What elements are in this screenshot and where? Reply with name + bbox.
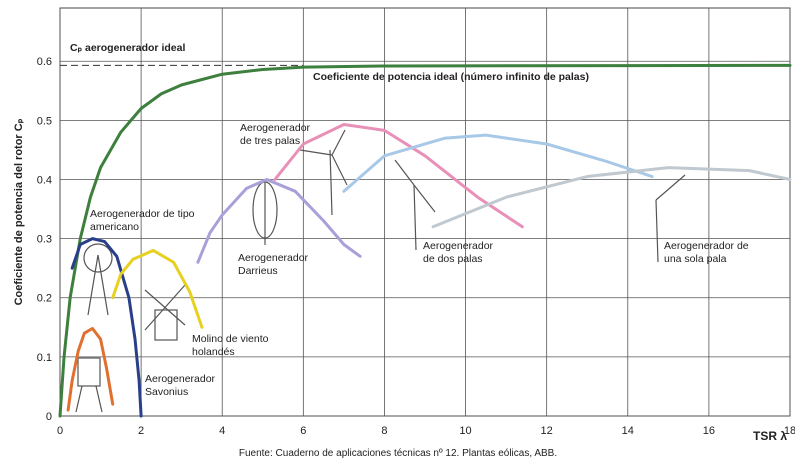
series-line — [70, 237, 143, 418]
series-label: Aerogenerador Darrieus — [238, 252, 309, 277]
x-tick-label: 12 — [541, 425, 553, 437]
series-line — [342, 133, 654, 193]
x-tick-label: 16 — [703, 425, 715, 437]
series-line — [111, 248, 204, 329]
series-line — [273, 122, 524, 229]
series-label: Coeficiente de potencia ideal (número in… — [313, 71, 589, 83]
y-tick-label: 0 — [46, 411, 52, 423]
series-label: Aerogenerador de dos palas — [423, 240, 494, 265]
series-line — [66, 326, 115, 412]
y-tick-label: 0.2 — [37, 293, 52, 305]
x-axis-label: TSR λ — [753, 429, 787, 443]
y-axis-label: Coeficiente de potencia del rotor Cₚ — [13, 118, 25, 305]
source: Fuente: Cuaderno de aplicaciones técnica… — [239, 448, 557, 459]
x-tick-label: 2 — [138, 425, 144, 437]
y-tick-label: 0.3 — [37, 234, 52, 246]
x-tick-label: 14 — [622, 425, 634, 437]
x-tick-label: 6 — [300, 425, 306, 437]
series-label: Aerogenerador Savonius — [145, 373, 216, 398]
series-line — [58, 63, 792, 418]
series-line — [431, 166, 792, 229]
x-tick-label: 4 — [219, 425, 225, 437]
x-tick-label: 8 — [381, 425, 387, 437]
x-tick-label: 18 — [784, 425, 795, 437]
series-line — [196, 177, 362, 264]
series-label: Aerogenerador de tipo americano — [90, 208, 195, 233]
x-tick-label: 0 — [57, 425, 63, 437]
x-tick-label: 10 — [459, 425, 471, 437]
series-label: Aerogenerador de una sola pala — [664, 240, 749, 265]
annotation: Cₚ aerogenerador ideal — [70, 42, 186, 54]
y-tick-label: 0.5 — [37, 115, 52, 127]
series-label: Molino de viento holandés — [192, 333, 269, 358]
y-tick-label: 0.1 — [37, 352, 52, 364]
series-label: Aerogenerador de tres palas — [240, 122, 311, 147]
y-tick-label: 0.6 — [37, 56, 52, 68]
turbine-icons — [75, 129, 686, 413]
y-tick-label: 0.4 — [37, 174, 52, 186]
